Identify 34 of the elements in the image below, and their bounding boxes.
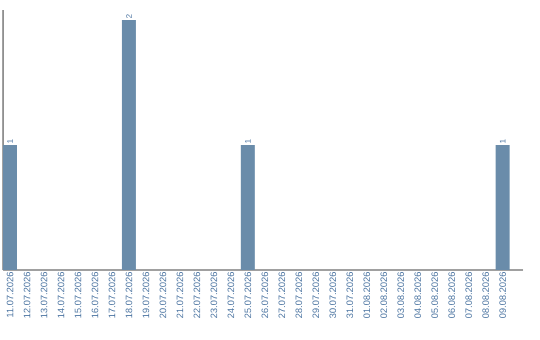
x-tick-label: 30.07.2026 [329,272,336,318]
data-label: 1 [500,139,506,143]
data-label: 1 [7,139,13,143]
x-tick-label: 07.08.2026 [465,272,472,318]
x-tick-label: 16.07.2026 [92,272,98,318]
x-tick-label: 27.07.2026 [278,272,286,318]
x-tick-label: 01.08.2026 [363,272,370,318]
x-tick-label: 12.07.2026 [24,272,30,318]
x-tick-label: 31.07.2026 [346,272,354,318]
x-tick-label: 02.08.2026 [380,272,388,318]
x-tick-label: 28.07.2026 [296,272,302,318]
x-tick-label: 25.07.2026 [244,272,252,318]
x-tick-label: 03.08.2026 [397,272,404,318]
x-tick-label: 19.07.2026 [142,272,150,318]
x-tick-label: 24.07.2026 [228,272,234,318]
x-tick-label: 22.07.2026 [194,272,200,318]
x-tick-label: 11.07.2026 [6,272,14,317]
x-tick-label: 09.08.2026 [499,272,506,318]
x-tick-label: 21.07.2026 [176,272,184,318]
x-tick-label: 20.07.2026 [160,272,166,318]
x-tick-label: 15.07.2026 [74,272,82,318]
x-tick-label: 26.07.2026 [262,272,268,318]
x-tick-label: 06.08.2026 [448,272,455,318]
x-tick-label: 29.07.2026 [312,272,320,318]
x-tick-label: 04.08.2026 [414,272,422,318]
x-tick-label: 13.07.2026 [40,272,48,318]
data-label: 2 [126,14,132,18]
x-tick-label: 23.07.2026 [210,272,218,318]
x-tick-label: 14.07.2026 [58,272,64,318]
x-tick-label: 17.07.2026 [108,272,116,318]
x-tick-label: 05.08.2026 [431,272,438,318]
x-tick-label: 08.08.2026 [482,272,489,318]
data-label: 1 [245,139,251,143]
x-tick-label: 18.07.2026 [126,272,132,318]
